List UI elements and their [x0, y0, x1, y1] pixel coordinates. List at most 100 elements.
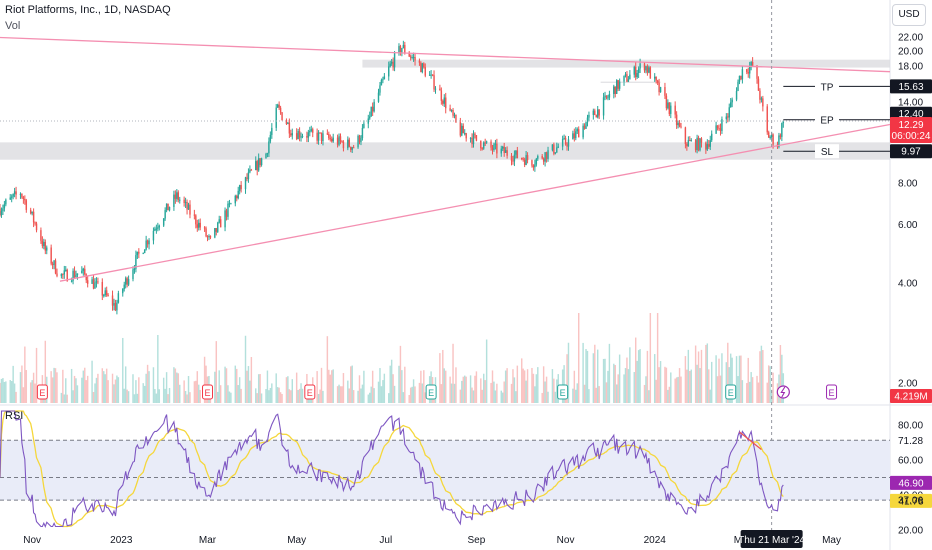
volume-bar — [195, 380, 197, 403]
volume-bar — [73, 375, 76, 403]
earnings-marker[interactable]: E — [36, 384, 48, 400]
candle-body — [741, 69, 744, 80]
volume-bar — [399, 345, 402, 403]
volume-bar — [379, 368, 381, 403]
currency-button[interactable]: USD — [892, 4, 926, 26]
candle-body — [309, 130, 311, 133]
price-tick-label: 18.00 — [898, 61, 923, 72]
sl-label-bg — [815, 144, 839, 159]
candle-body — [656, 80, 659, 83]
crosshair-date-bg — [740, 530, 803, 548]
candle-body — [557, 146, 559, 148]
volume-bar — [585, 349, 587, 403]
candle-body — [54, 260, 57, 274]
volume-bar — [217, 391, 219, 403]
volume-bar — [583, 384, 586, 403]
volume-bar — [164, 388, 166, 403]
candle-body — [198, 222, 200, 228]
candle-body — [127, 279, 130, 285]
earnings-marker[interactable]: E — [202, 384, 214, 400]
volume-bar — [215, 341, 218, 403]
volume-bar — [390, 359, 393, 403]
volume-bar — [751, 377, 754, 403]
volume-bar — [225, 368, 228, 403]
volume-bar — [643, 384, 646, 403]
volume-bar — [336, 386, 339, 403]
candle-body — [301, 136, 304, 138]
candle-body — [146, 240, 149, 245]
volume-bar — [388, 393, 390, 403]
volume-bar — [700, 349, 703, 403]
candle-body — [561, 139, 564, 147]
volume-bar — [367, 394, 369, 403]
volume-bar — [439, 353, 441, 403]
volume-bar — [91, 360, 93, 403]
candle-body — [247, 172, 250, 180]
candlesticks — [0, 40, 785, 315]
candle-body — [290, 133, 292, 136]
candle-body — [193, 214, 196, 216]
candle-body — [721, 119, 723, 131]
candle-body — [573, 133, 576, 139]
volume-bar — [715, 355, 717, 403]
volume-bar — [219, 385, 222, 403]
volume-bar — [329, 374, 331, 403]
earnings-marker[interactable]: E — [304, 384, 316, 400]
candle-body — [196, 224, 199, 228]
last-price-tag-bg — [890, 117, 932, 144]
time-axis[interactable]: Nov2023MarMayJulSepNov2024MarMayThu 21 M… — [23, 530, 841, 548]
volume-bar — [103, 371, 105, 403]
volume-bar — [369, 392, 371, 403]
candle-body — [260, 158, 263, 166]
volume-bar — [706, 343, 709, 403]
candle-body — [751, 62, 754, 66]
candle-body — [24, 198, 26, 201]
earnings-marker[interactable]: E — [425, 384, 437, 400]
earnings-marker[interactable]: E — [725, 384, 737, 400]
earnings-marker[interactable]: E — [557, 384, 569, 400]
volume-bar — [484, 380, 486, 403]
candle-body — [694, 140, 697, 151]
volume-bar — [674, 378, 676, 403]
earnings-marker-box — [425, 384, 437, 400]
volume-bar — [490, 382, 492, 403]
candle-body — [542, 158, 545, 162]
volume-bar — [238, 377, 241, 403]
candle-body — [575, 131, 577, 139]
candle-body — [19, 193, 22, 195]
candle-body — [92, 279, 95, 289]
candle-body — [769, 137, 771, 139]
candle-body — [738, 75, 741, 82]
candle-body — [40, 230, 42, 241]
candle-body — [613, 86, 615, 94]
volume-bar — [97, 373, 99, 403]
candle-body — [215, 228, 218, 232]
earnings-marker-box — [36, 384, 48, 400]
candle-body — [145, 240, 147, 250]
candle-body — [705, 142, 707, 150]
candle-body — [117, 293, 120, 303]
candle-body — [312, 129, 314, 133]
candle-body — [525, 155, 527, 165]
volume-bar — [567, 342, 570, 403]
zones-layer — [0, 59, 891, 160]
candle-body — [228, 203, 231, 205]
volume-bar — [380, 386, 383, 403]
candle-body — [522, 158, 524, 160]
time-tick-label: 2024 — [644, 535, 667, 546]
volume-bar — [418, 382, 421, 403]
volume-bar — [275, 373, 277, 403]
candle-body — [56, 273, 58, 277]
volume-bar — [423, 370, 425, 403]
volume-bar — [440, 384, 443, 403]
candle-body — [287, 122, 289, 124]
rsi-tick-label: 80.00 — [898, 421, 923, 432]
volume-bar — [747, 357, 749, 403]
earnings-marker[interactable]: E — [826, 384, 838, 400]
volume-bar — [624, 368, 627, 403]
volume-bar — [779, 345, 782, 403]
candle-body — [439, 88, 441, 91]
volume-bar — [534, 386, 536, 403]
